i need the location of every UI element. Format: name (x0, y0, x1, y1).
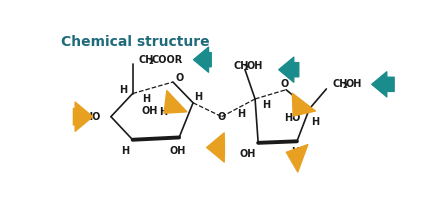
Text: H: H (311, 117, 320, 127)
Text: 2: 2 (343, 83, 348, 89)
Text: Chemical structure: Chemical structure (61, 35, 210, 49)
Text: H: H (142, 94, 151, 104)
Text: O: O (280, 78, 289, 89)
Text: H: H (262, 100, 270, 110)
Text: O: O (217, 112, 226, 122)
Text: HO: HO (84, 112, 101, 122)
Text: COOR: COOR (152, 55, 183, 65)
Text: CH: CH (233, 61, 249, 71)
Text: HO: HO (284, 113, 300, 123)
Text: H: H (292, 147, 299, 157)
Text: H: H (237, 109, 245, 119)
Text: H: H (160, 107, 168, 117)
Text: H: H (121, 146, 129, 155)
Text: H: H (119, 86, 127, 95)
Text: 2: 2 (243, 65, 248, 71)
Text: OH: OH (239, 149, 255, 159)
Text: O: O (175, 73, 183, 83)
Text: CH: CH (333, 79, 348, 89)
Text: H: H (194, 92, 202, 102)
Text: OH: OH (169, 146, 186, 155)
Text: OH: OH (142, 106, 158, 115)
Text: CH: CH (139, 55, 154, 65)
Text: OH: OH (346, 79, 362, 89)
Text: 2: 2 (149, 59, 153, 64)
Text: OH: OH (247, 61, 263, 71)
